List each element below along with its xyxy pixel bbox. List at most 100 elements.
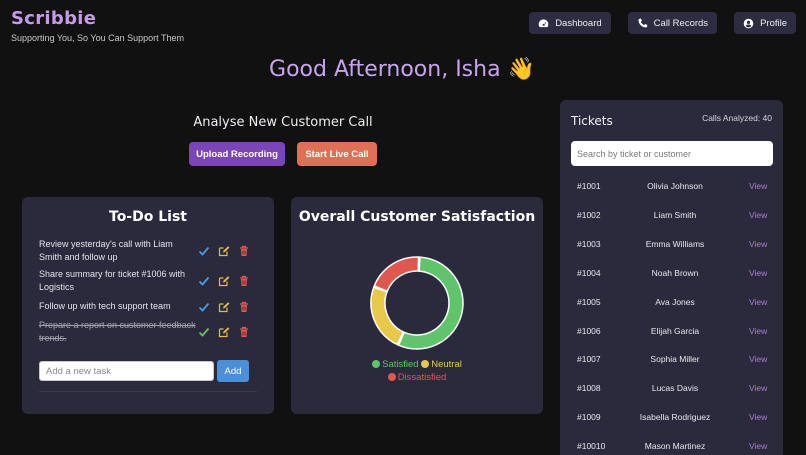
ticket-row: #1007 Sophia Miller View (560, 345, 783, 374)
todo-item-text: Review yesterday's call with Liam Smith … (39, 239, 173, 262)
edit-icon[interactable] (218, 275, 230, 287)
ticket-view-link[interactable]: View (749, 441, 768, 452)
legend-satisfied-label: Satisfied (382, 359, 419, 370)
dashboard-gauge-icon (538, 18, 549, 27)
ticket-id: #1008 (577, 383, 601, 394)
user-circle-icon (743, 18, 754, 28)
check-icon[interactable] (198, 301, 210, 313)
ticket-customer-name: Emma Williams (645, 238, 705, 249)
ticket-row: #1003 Emma Williams View (560, 230, 783, 259)
ticket-row: #1002 Liam Smith View (560, 201, 783, 230)
ticket-view-link[interactable]: View (749, 383, 768, 394)
satisfaction-donut-chart (370, 256, 464, 350)
ticket-id: #1003 (577, 238, 601, 249)
todo-item-completed: Prepare a report on customer feedback tr… (39, 319, 263, 345)
top-nav: Dashboard Call Records Profile (529, 12, 796, 34)
call-records-button[interactable]: Call Records (627, 12, 718, 34)
trash-icon[interactable] (238, 301, 250, 313)
edit-icon[interactable] (218, 301, 230, 313)
ticket-customer-name: Elijah Garcia (650, 325, 700, 336)
check-icon[interactable] (198, 245, 210, 257)
ticket-customer-name: Lucas Davis (651, 383, 699, 394)
add-task-button[interactable]: Add (217, 360, 249, 382)
ticket-view-link[interactable]: View (749, 238, 768, 249)
ticket-id: #10010 (577, 441, 606, 452)
greeting: Good Afternoon, Isha 👋 (0, 57, 806, 82)
ticket-row: #1004 Noah Brown View (560, 259, 783, 288)
ticket-search-input[interactable] (571, 141, 773, 166)
ticket-customer-name: Mason Martinez (644, 441, 706, 452)
donut-slice-satisfied (397, 256, 464, 350)
ticket-customer-name: Ava Jones (655, 296, 695, 307)
ticket-customer-name: Olivia Johnson (647, 181, 703, 191)
legend-dissatisfied: Dissatisfied (387, 372, 447, 383)
satisfaction-card: Overall Customer Satisfaction Satisfied … (291, 197, 543, 414)
ticket-id: #1009 (577, 412, 601, 423)
ticket-view-link[interactable]: View (749, 296, 768, 307)
ticket-view-link[interactable]: View (749, 267, 768, 278)
profile-button[interactable]: Profile (734, 12, 796, 34)
ticket-row: #1006 Elijah Garcia View (560, 317, 783, 346)
phone-icon (638, 18, 648, 27)
donut-slice-neutral (370, 286, 405, 346)
ticket-customer-name: Liam Smith (653, 209, 697, 220)
donut-slice-dissatisfied (373, 256, 420, 293)
brand: Scribbie Supporting You, So You Can Supp… (11, 8, 184, 43)
trash-icon[interactable] (238, 245, 250, 257)
trash-icon[interactable] (238, 326, 250, 338)
ticket-row: #1001 Olivia Johnson View (560, 172, 783, 201)
legend-dot-neutral (421, 360, 430, 368)
greeting-text: Good Afternoon, Isha 👋 (269, 57, 535, 82)
new-task-input[interactable] (39, 361, 214, 381)
upload-recording-button[interactable]: Upload Recording (189, 142, 285, 166)
legend-satisfied: Satisfied (372, 359, 419, 370)
trash-icon[interactable] (238, 275, 250, 287)
ticket-id: #1007 (577, 354, 601, 365)
tickets-title: Tickets (571, 114, 613, 128)
analyse-title: Analyse New Customer Call (193, 115, 373, 130)
ticket-customer-name: Sophia Miller (650, 354, 700, 365)
todo-item-text: Follow up with tech support team (39, 301, 171, 311)
app-tagline: Supporting You, So You Can Support Them (11, 33, 184, 43)
tickets-panel: Tickets Calls Analyzed: 40 #1001 Olivia J… (560, 100, 783, 455)
ticket-view-link[interactable]: View (749, 412, 768, 423)
todo-item: Follow up with tech support team (39, 300, 263, 313)
calls-analyzed-count: Calls Analyzed: 40 (702, 113, 772, 123)
divider (39, 391, 257, 392)
ticket-id: #1004 (577, 267, 601, 278)
profile-label: Profile (760, 17, 787, 29)
satisfaction-title: Overall Customer Satisfaction (298, 209, 536, 225)
ticket-view-link[interactable]: View (749, 181, 768, 191)
todo-card: To-Do List Review yesterday's call with … (22, 197, 274, 414)
legend-dot-dissatisfied (387, 373, 396, 381)
legend-dissatisfied-label: Dissatisfied (397, 372, 447, 383)
start-live-call-button[interactable]: Start Live Call (297, 142, 377, 166)
ticket-row: #1008 Lucas Davis View (560, 374, 783, 403)
ticket-id: #1005 (577, 296, 601, 307)
ticket-id: #1006 (577, 325, 601, 336)
ticket-view-link[interactable]: View (749, 354, 768, 365)
todo-item: Review yesterday's call with Liam Smith … (39, 238, 263, 264)
check-icon[interactable] (198, 275, 210, 287)
ticket-row: #1005 Ava Jones View (560, 288, 783, 317)
ticket-id: #1001 (577, 181, 601, 191)
ticket-view-link[interactable]: View (749, 209, 768, 220)
edit-icon[interactable] (218, 326, 230, 338)
dashboard-label: Dashboard (555, 17, 602, 29)
app-name: Scribbie (11, 8, 97, 29)
ticket-row: #1009 Isabella Rodriguez View (560, 403, 783, 432)
legend-neutral: Neutral (421, 359, 462, 370)
ticket-customer-name: Noah Brown (651, 267, 699, 278)
ticket-row: #10010 Mason Martinez View (560, 432, 783, 455)
ticket-customer-name: Isabella Rodriguez (639, 412, 711, 423)
ticket-id: #1002 (577, 209, 601, 220)
call-records-label: Call Records (653, 17, 709, 29)
legend-dot-satisfied (372, 360, 381, 368)
check-icon[interactable] (198, 326, 210, 338)
edit-icon[interactable] (218, 245, 230, 257)
dashboard-button[interactable]: Dashboard (529, 12, 611, 34)
todo-item-text: Share summary for ticket #1006 with Logi… (39, 269, 186, 292)
ticket-view-link[interactable]: View (749, 325, 768, 336)
todo-title: To-Do List (109, 209, 187, 225)
todo-item-text: Prepare a report on customer feedback tr… (39, 320, 196, 343)
